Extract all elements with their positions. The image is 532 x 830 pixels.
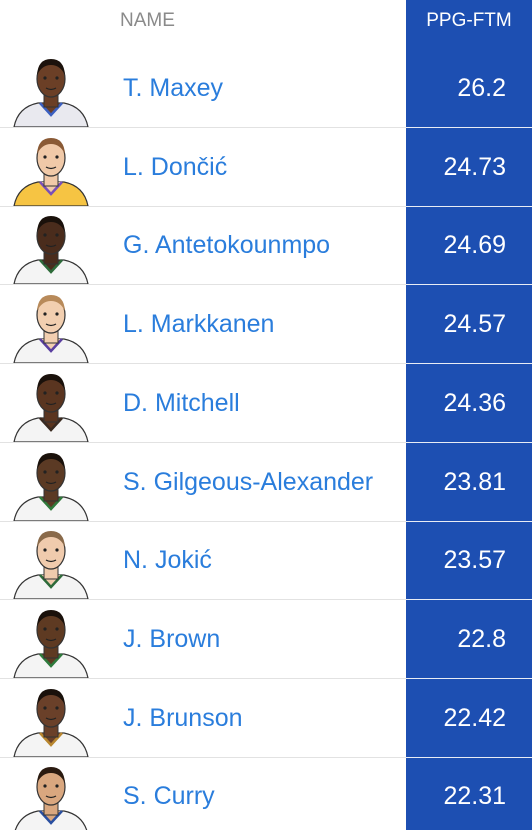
player-avatar [13, 137, 89, 206]
player-name[interactable]: D. Mitchell [123, 388, 240, 417]
row-divider [406, 756, 532, 758]
table-row: G. Antetokounmpo 24.69 [0, 206, 532, 286]
table-row: D. Mitchell 24.36 [0, 364, 532, 443]
player-avatar [13, 295, 89, 364]
stat-value: 24.57 [443, 310, 506, 339]
player-avatar [13, 452, 89, 521]
table-row: L. Dončić 24.73 [0, 128, 532, 207]
stat-value: 22.31 [443, 782, 506, 811]
row-divider [0, 127, 406, 128]
table-row: N. Jokić 23.57 [0, 521, 532, 601]
stat-value: 22.42 [443, 703, 506, 732]
table-row: J. Brunson 22.42 [0, 679, 532, 758]
table-row: T. Maxey 26.2 [0, 49, 532, 128]
stat-column-bg [406, 0, 532, 830]
stat-value: 26.2 [457, 74, 506, 102]
column-header: PPG-FTM [426, 10, 512, 31]
row-divider [406, 677, 532, 679]
row-divider [406, 599, 532, 601]
player-name[interactable]: G. Antetokounmpo [123, 231, 331, 260]
player-avatar [13, 688, 89, 757]
player-avatar [14, 767, 88, 830]
stat-value: 24.36 [443, 388, 506, 417]
stat-value: 23.81 [443, 467, 506, 496]
row-divider [406, 441, 532, 443]
player-avatar [13, 373, 89, 442]
table-row: L. Markkanen 24.57 [0, 285, 532, 365]
table-row: S. Curry 22.31 [0, 757, 532, 830]
row-divider [0, 205, 406, 207]
player-name[interactable]: L. Dončić [123, 152, 228, 181]
stat-value: 24.73 [443, 152, 506, 181]
row-divider [406, 284, 532, 286]
player-name[interactable]: S. Gilgeous-Alexander [123, 467, 374, 496]
table-row: J. Brown 22.8 [0, 600, 532, 679]
row-divider [0, 520, 406, 522]
player-name[interactable]: J. Brunson [123, 703, 243, 732]
row-divider [406, 520, 532, 522]
row-divider [0, 756, 406, 758]
player-avatar [13, 531, 89, 600]
row-divider [406, 363, 532, 365]
row-divider [0, 441, 406, 443]
column-header: NAME [120, 10, 175, 31]
row-divider [0, 363, 406, 365]
player-avatar [13, 59, 89, 127]
player-name[interactable]: L. Markkanen [123, 310, 275, 339]
player-name[interactable]: T. Maxey [123, 74, 224, 102]
row-divider [406, 205, 532, 207]
row-divider [0, 284, 406, 286]
table-row: S. Gilgeous-Alexander 23.81 [0, 443, 532, 522]
stat-value: 24.69 [443, 231, 506, 260]
row-divider [0, 677, 406, 679]
player-name[interactable]: S. Curry [123, 782, 215, 811]
stat-value: 23.57 [443, 546, 506, 575]
row-divider [0, 599, 406, 601]
row-divider [406, 127, 532, 128]
player-avatar [13, 216, 89, 285]
player-name[interactable]: N. Jokić [123, 546, 212, 575]
player-name[interactable]: J. Brown [123, 624, 221, 653]
player-avatar [13, 609, 89, 678]
stat-value: 22.8 [457, 624, 506, 653]
